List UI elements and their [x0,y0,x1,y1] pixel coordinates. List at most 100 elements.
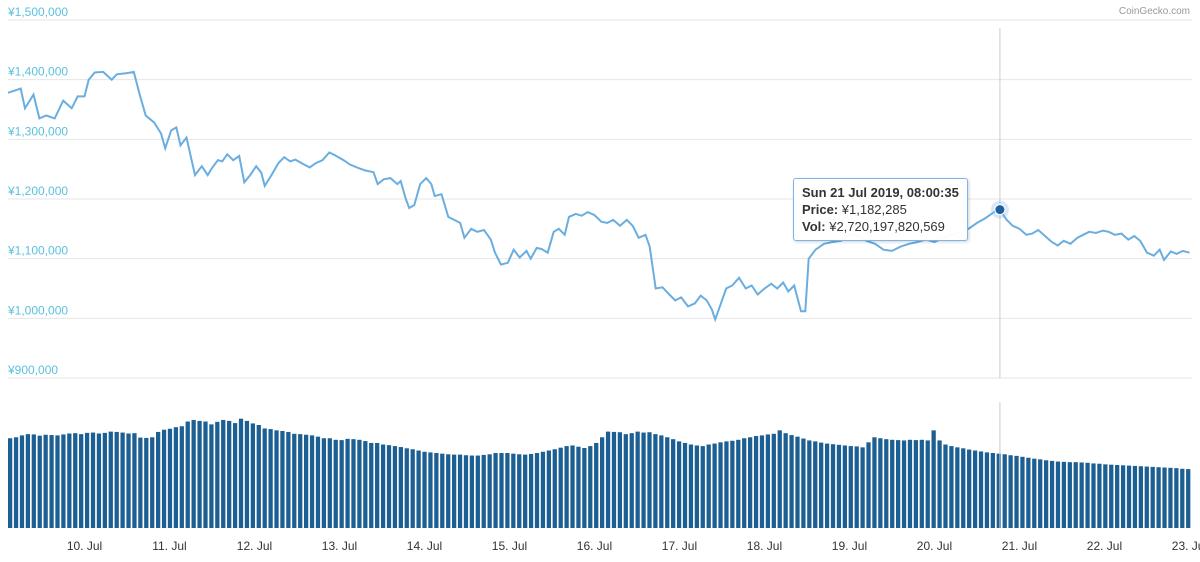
volume-bar [1186,469,1191,529]
volume-bar [1109,464,1114,528]
volume-bar [671,439,676,528]
credit-label[interactable]: CoinGecko.com [1119,6,1190,17]
volume-bar [1061,461,1067,528]
volume-bar [256,425,261,528]
volume-bar [576,446,581,528]
volume-bar [1067,462,1072,528]
volume-bar [907,439,913,528]
volume-bar [860,447,865,528]
volume-bar [1038,459,1043,528]
volume-bar [31,434,36,528]
volume-bar [617,432,623,528]
x-tick-label: 12. Jul [237,539,272,553]
volume-bar [446,454,451,528]
volume-bar [250,423,255,528]
volume-bar [1079,462,1084,528]
volume-bar [1126,465,1132,528]
volume-bar [712,443,717,528]
volume-bar [481,454,486,528]
price-line [7,70,1190,323]
volume-bar [736,439,741,528]
volume-bar [546,450,551,528]
hover-marker[interactable] [994,204,1006,216]
y-tick-label: ¥1,000,000 [7,303,68,317]
volume-bar [191,419,196,528]
volume-bar [641,432,646,528]
volume-bar [138,437,143,529]
volume-bar [452,454,457,528]
volume-bar [511,453,516,528]
volume-bar [600,437,605,528]
volume-bar [398,447,403,528]
volume-bar [872,437,877,528]
volume-bar [37,435,42,528]
volume-bar [203,421,208,528]
volume-bar [972,450,978,528]
volume-bar [386,445,392,528]
x-tick-label: 19. Jul [832,539,867,553]
volume-bar [274,430,279,528]
tooltip-price-row: Price: ¥1,182,285 [802,201,959,218]
volume-bar [913,440,919,529]
volume-bar [659,435,664,528]
volume-bar [327,438,332,529]
volume-bar [517,454,522,528]
volume-bar [748,437,753,528]
volume-bar [842,445,847,528]
volume-bar [55,435,60,528]
volume-bar [43,434,48,528]
volume-bar [209,424,214,529]
volume-bar [1156,467,1161,528]
volume-bar [375,442,380,528]
x-tick-label: 16. Jul [577,539,612,553]
volume-bars [8,418,1191,529]
volume-bar [582,447,587,528]
volume-bar [771,433,776,528]
volume-bar [836,444,842,528]
volume-bar [552,449,557,528]
volume-bar [173,427,179,528]
tooltip-price-label: Price: [802,202,839,217]
volume-bar [114,431,119,528]
volume-bar [84,432,90,528]
y-tick-label: ¥1,100,000 [7,244,68,258]
x-axis-labels: 10. Jul 11. Jul 12. Jul 13. Jul 14. Jul 15. J… [67,539,1200,553]
volume-bar [102,432,107,528]
volume-bar [434,453,439,528]
volume-bar [309,435,315,528]
x-tick-label: 21. Jul [1002,539,1037,553]
volume-bar [653,434,658,528]
volume-bar [753,436,759,528]
volume-bar [238,418,244,528]
x-tick-label: 17. Jul [662,539,697,553]
volume-bar [605,431,611,528]
volume-bar [244,420,250,528]
volume-bar [392,446,398,528]
volume-bar [706,444,711,528]
y-tick-label: ¥1,500,000 [7,5,68,19]
tooltip-date: Sun 21 Jul 2019, 08:00:35 [802,185,959,200]
volume-bar [298,434,303,528]
volume-bar [167,428,173,528]
volume-bar [232,423,238,528]
volume-bar [937,440,942,528]
volume-bar [1073,462,1078,528]
volume-bar [789,435,794,528]
volume-bar [594,442,599,528]
volume-bar [848,446,853,528]
volume-bar [534,453,540,528]
volume-bar [49,435,54,528]
volume-bar [1150,466,1155,528]
volume-bar [161,429,167,528]
volume-bar [570,445,575,528]
volume-bar [73,433,78,528]
volume-bar [1097,463,1102,528]
volume-bar [801,438,806,528]
volume-bar [824,443,830,528]
volume-bar [1002,454,1007,528]
volume-bar [457,454,463,528]
volume-bar [623,434,628,528]
volume-bar [126,433,131,528]
